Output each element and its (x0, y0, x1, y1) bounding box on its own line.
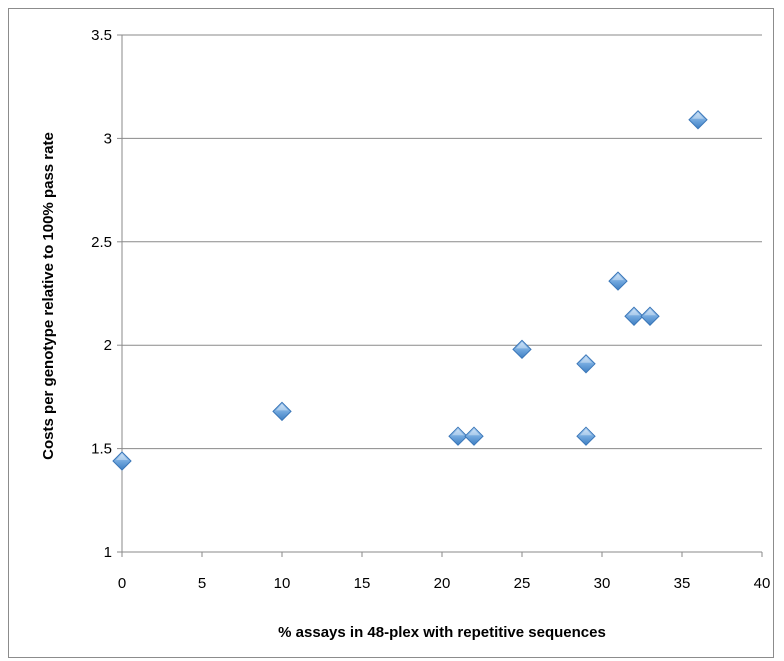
data-point-0-2 (448, 426, 468, 446)
diamond-highlight (692, 112, 704, 119)
diamond-highlight (468, 429, 480, 436)
x-tick-label-1: 5 (198, 575, 206, 592)
diamond-highlight (452, 429, 464, 436)
x-tick-label-8: 40 (754, 575, 771, 592)
axes (117, 34, 763, 557)
x-tick-label-5: 25 (514, 575, 531, 592)
diamond-marker (576, 426, 596, 446)
y-tick-label-4: 3 (104, 130, 112, 147)
data-point-0-8 (624, 306, 644, 326)
tick-labels: 1 1.5 2 2.5 3 3.5 0 5 10 15 20 25 30 35 40 (91, 27, 770, 592)
diamond-highlight (628, 309, 640, 316)
diamond-marker (464, 426, 484, 446)
y-tick-label-1: 1.5 (91, 441, 112, 458)
y-tick-label-2: 2 (104, 337, 112, 354)
x-tick-label-6: 30 (594, 575, 611, 592)
data-point-0-5 (576, 354, 596, 374)
diamond-marker (688, 110, 708, 130)
data-point-0-1 (272, 401, 292, 422)
data-point-0-9 (640, 306, 660, 326)
data-point-0-7 (608, 271, 628, 291)
y-tick-label-0: 1 (104, 544, 112, 561)
x-tick-label-2: 10 (274, 575, 291, 592)
x-tick-label-0: 0 (118, 575, 126, 592)
y-axis-title: Costs per genotype relative to 100% pass… (40, 132, 57, 460)
diamond-marker (512, 339, 532, 360)
data-point-0-10 (688, 110, 708, 130)
data-points (112, 110, 708, 471)
x-tick-label-7: 35 (674, 575, 691, 592)
data-point-0-0 (112, 451, 132, 471)
diamond-highlight (516, 342, 528, 349)
diamond-marker (608, 271, 628, 291)
diamond-marker (640, 306, 660, 326)
diamond-highlight (612, 274, 624, 281)
chart-frame (8, 8, 774, 658)
diamond-marker (112, 451, 132, 471)
diamond-marker (448, 426, 468, 446)
diamond-highlight (276, 404, 288, 411)
diamond-highlight (644, 309, 656, 316)
y-tick-label-5: 3.5 (91, 27, 112, 44)
diamond-marker (624, 306, 644, 326)
diamond-marker (272, 401, 292, 422)
data-point-0-6 (576, 426, 596, 446)
diamond-highlight (580, 429, 592, 436)
diamond-marker (576, 354, 596, 374)
x-tick-label-3: 15 (354, 575, 371, 592)
data-point-0-3 (464, 426, 484, 446)
diamond-highlight (116, 454, 128, 461)
y-tick-label-3: 2.5 (91, 234, 112, 251)
gridlines (122, 34, 762, 450)
diamond-highlight (580, 356, 592, 363)
data-point-0-4 (512, 339, 532, 360)
x-tick-label-4: 20 (434, 575, 451, 592)
x-axis-title: % assays in 48-plex with repetitive sequ… (278, 624, 606, 641)
